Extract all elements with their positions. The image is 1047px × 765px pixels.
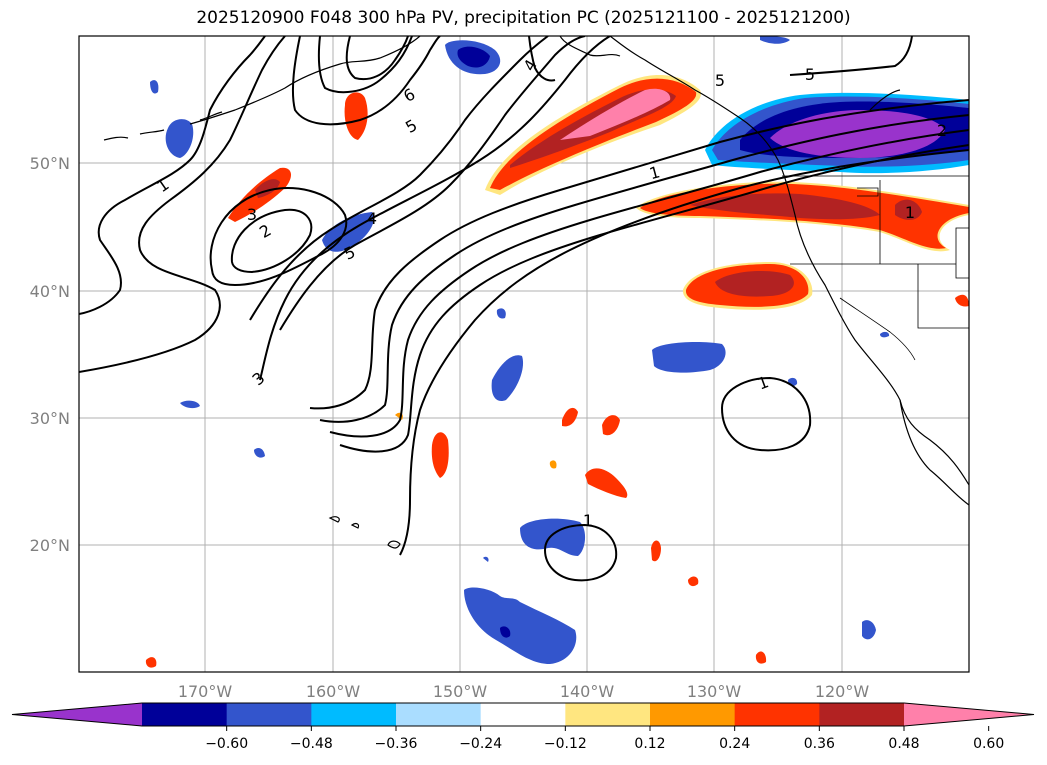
- colorbar-tick-label: 0.36: [804, 736, 835, 752]
- pv-contours: [79, 36, 969, 582]
- colorbar-tick-label: −0.24: [459, 736, 502, 752]
- contour-label: 5: [715, 71, 725, 90]
- lat-label: 20°N: [30, 536, 70, 555]
- coastlines: [103, 36, 969, 549]
- colorbar-extend-high: [904, 703, 1034, 726]
- colorbar-segment: [565, 703, 651, 726]
- colorbar-tick-label: −0.12: [544, 736, 587, 752]
- colorbar-segment: [142, 703, 228, 726]
- lon-label: 130°W: [687, 682, 742, 701]
- colorbar-segment: [311, 703, 397, 726]
- contour-label: 4: [367, 209, 377, 228]
- contour-label: 1: [905, 203, 915, 222]
- colorbar-tick-label: −0.60: [205, 736, 248, 752]
- map-frame: [78, 35, 970, 673]
- colorbar-segment: [734, 703, 820, 726]
- colorbar-tick-label: 0.24: [719, 736, 750, 752]
- lon-label: 170°W: [178, 682, 233, 701]
- lon-label: 140°W: [560, 682, 615, 701]
- colorbar-segment: [819, 703, 905, 726]
- colorbar-tick-label: 0.12: [634, 736, 665, 752]
- contour-label: 3: [247, 205, 257, 224]
- lon-label: 160°W: [306, 682, 361, 701]
- lon-label: 150°W: [433, 682, 488, 701]
- colorbar-segment: [480, 703, 566, 726]
- contour-label: 2: [937, 121, 947, 140]
- contour-label: 1: [583, 511, 593, 530]
- map-title: 2025120900 F048 300 hPa PV, precipitatio…: [196, 8, 851, 28]
- lon-label: 120°W: [815, 682, 870, 701]
- longitude-labels: 170°W 160°W 150°W 140°W 130°W 120°W: [178, 682, 870, 701]
- latitude-labels: 50°N 40°N 30°N 20°N: [30, 154, 70, 555]
- colorbar-segment: [650, 703, 736, 726]
- colorbar-extend-low: [12, 703, 142, 726]
- colorbar-tick-label: 0.48: [888, 736, 919, 752]
- colorbar-outline: [11, 702, 1035, 727]
- lat-label: 40°N: [30, 282, 70, 301]
- colorbar-tick-label: 0.60: [973, 736, 1004, 752]
- colorbar-segment: [396, 703, 482, 726]
- precip-positive-shading: [145, 74, 969, 668]
- colorbar: −0.60 −0.48 −0.36 −0.24 −0.12 0.12 0.24 0.36 0.4…: [11, 702, 1035, 752]
- lat-label: 50°N: [30, 154, 70, 173]
- contour-label: 5: [805, 65, 815, 84]
- lat-label: 30°N: [30, 409, 70, 428]
- colorbar-tick-label: −0.36: [375, 736, 418, 752]
- contour-label: 1: [647, 162, 662, 183]
- colorbar-tick-label: −0.48: [290, 736, 333, 752]
- colorbar-segment: [226, 703, 312, 726]
